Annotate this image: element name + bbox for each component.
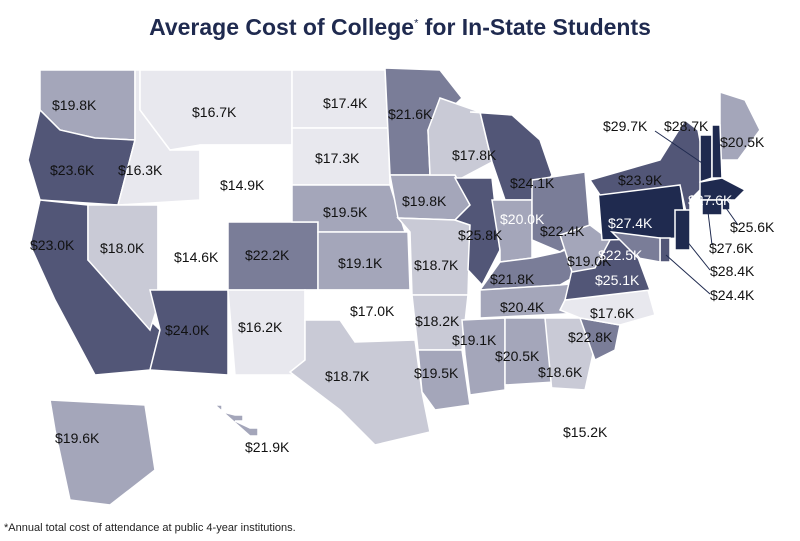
leader-line-nh [714, 130, 717, 161]
cost-label-ca: $23.0K [30, 237, 75, 253]
leader-line-ct [707, 211, 713, 246]
footnote: *Annual total cost of attendance at publ… [4, 522, 296, 534]
cost-label-ok: $17.0K [350, 303, 395, 319]
cost-label-tn: $20.4K [500, 299, 545, 315]
state-wv [559, 224, 611, 273]
cost-label-il: $25.8K [458, 227, 503, 243]
cost-label-al: $20.5K [495, 348, 540, 364]
cost-label-de: $24.4K [710, 287, 755, 303]
cost-label-sc: $22.8K [568, 329, 613, 345]
leader-line-ma [714, 191, 721, 211]
cost-label-nm: $16.2K [238, 319, 283, 335]
cost-label-nd: $17.4K [323, 95, 368, 111]
state-tx [288, 319, 431, 446]
cost-label-ms: $19.1K [452, 332, 497, 348]
cost-label-ar: $18.2K [415, 313, 460, 329]
leader-line-de [665, 254, 711, 295]
state-hi [213, 404, 259, 437]
cost-label-mi: $24.1K [510, 175, 555, 191]
state-az [149, 289, 229, 376]
cost-label-wa: $19.8K [52, 97, 97, 113]
cost-label-az: $24.0K [165, 322, 210, 338]
cost-label-or: $23.6K [50, 162, 95, 178]
cost-label-md: $22.5K [598, 247, 643, 263]
cost-label-in: $20.0K [500, 211, 545, 227]
cost-label-ia: $19.8K [402, 193, 447, 209]
leader-line-vt [654, 130, 706, 166]
cost-label-ak: $19.6K [55, 430, 100, 446]
state-de [659, 237, 671, 263]
cost-label-nj: $28.4K [710, 263, 755, 279]
state-nj [674, 209, 691, 251]
cost-label-ga: $18.6K [538, 364, 583, 380]
cost-label-wi: $17.8K [452, 147, 497, 163]
state-nh [711, 124, 723, 179]
cost-label-ky: $21.8K [490, 271, 535, 287]
cost-label-wy: $14.9K [220, 177, 265, 193]
state-vt [699, 134, 713, 184]
state-ak [49, 399, 156, 506]
cost-label-ri: $25.6K [730, 219, 775, 235]
cost-label-mt: $16.7K [192, 104, 237, 120]
cost-label-mn: $21.6K [388, 106, 433, 122]
cost-label-ct: $27.6K [709, 240, 754, 256]
cost-label-hi: $21.9K [245, 439, 290, 455]
cost-label-co: $22.2K [245, 247, 290, 263]
state-fl [504, 384, 606, 457]
leader-line-nj [685, 239, 711, 271]
cost-label-fl: $15.2K [563, 424, 608, 440]
cost-label-wv: $19.0K [567, 253, 612, 269]
state-nv [87, 204, 159, 332]
cost-label-pa: $27.4K [608, 215, 653, 231]
cost-label-ne: $19.5K [323, 204, 368, 220]
state-ga [544, 317, 596, 393]
leader-line-ri [725, 207, 739, 226]
cost-label-mo: $18.7K [414, 257, 459, 273]
map-title: Average Cost of College* for In-State St… [149, 14, 651, 40]
cost-label-ma: $27.6K [688, 192, 733, 208]
cost-label-ks: $19.1K [338, 255, 383, 271]
cost-label-nv: $18.0K [100, 240, 145, 256]
cost-label-sd: $17.3K [315, 150, 360, 166]
cost-label-nh: $28.7K [664, 118, 709, 134]
state-la [417, 349, 471, 411]
cost-label-ny: $23.9K [618, 172, 663, 188]
cost-label-id: $16.3K [118, 162, 163, 178]
cost-label-nc: $17.6K [590, 305, 635, 321]
state-wi [427, 97, 493, 181]
cost-label-oh: $22.4K [540, 223, 585, 239]
cost-label-vt: $29.7K [603, 118, 648, 134]
cost-label-va: $25.1K [595, 272, 640, 288]
cost-label-ut: $14.6K [174, 249, 219, 265]
cost-label-tx: $18.7K [325, 368, 370, 384]
cost-label-la: $19.5K [414, 365, 459, 381]
state-ms [461, 317, 506, 396]
state-ma [699, 177, 747, 201]
cost-label-me: $20.5K [720, 134, 765, 150]
state-md [609, 230, 661, 263]
